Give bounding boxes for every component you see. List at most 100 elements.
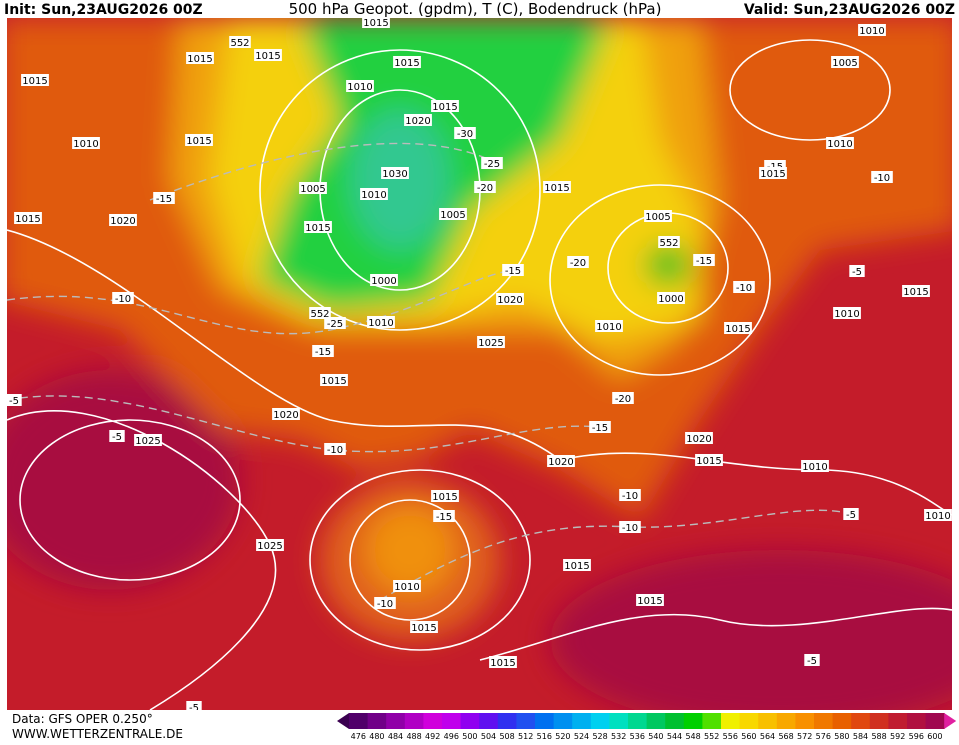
map-label: 1020 bbox=[110, 216, 135, 227]
map-label: 1010 bbox=[73, 139, 98, 150]
colorbar-label: 568 bbox=[778, 732, 793, 741]
colorbar-swatch bbox=[497, 713, 517, 729]
label-box bbox=[724, 322, 752, 334]
colorbar-swatch bbox=[609, 713, 629, 729]
map-label: -10 bbox=[377, 599, 393, 610]
map-label: 1015 bbox=[187, 54, 212, 65]
label-box bbox=[489, 656, 517, 668]
label-box bbox=[7, 394, 22, 406]
colorbar-swatch bbox=[404, 713, 424, 729]
colorbar-swatch bbox=[758, 713, 778, 729]
map-label: -5 bbox=[846, 510, 856, 521]
label-box bbox=[826, 137, 854, 149]
map-label: 1015 bbox=[432, 492, 457, 503]
label-box bbox=[134, 434, 162, 446]
map-label: 1010 bbox=[925, 511, 950, 522]
colorbar-swatch bbox=[665, 713, 685, 729]
colorbar-label: 504 bbox=[481, 732, 496, 741]
map-area: 1010 1005 1015 1015 1015 1015 1015 552 1010 1015 1… bbox=[7, 18, 952, 710]
map-label: 1025 bbox=[478, 338, 503, 349]
map-label: 552 bbox=[310, 309, 329, 320]
label-box bbox=[312, 345, 334, 357]
map-label: -10 bbox=[874, 173, 890, 184]
colorbar-label: 592 bbox=[890, 732, 905, 741]
label-box bbox=[304, 221, 332, 233]
map-label: 1005 bbox=[300, 184, 325, 195]
map-label: -15 bbox=[696, 256, 712, 267]
map-labels: 1010 1005 1015 1015 1015 1015 1015 552 1010 1015 1… bbox=[7, 18, 952, 710]
colorbar-label: 484 bbox=[388, 732, 403, 741]
colorbar-swatch bbox=[367, 713, 387, 729]
map-label: 1015 bbox=[305, 223, 330, 234]
map-label: 1015 bbox=[725, 324, 750, 335]
init-time: Init: Sun,23AUG2026 00Z bbox=[4, 2, 203, 18]
label-box bbox=[563, 559, 591, 571]
map-label: 1015 bbox=[363, 18, 388, 29]
colorbar: 476 480 484 488 492 496 500 504 508 512 516 520 524 5… bbox=[337, 713, 957, 741]
label-box bbox=[543, 181, 571, 193]
label-box bbox=[804, 654, 820, 666]
label-box bbox=[477, 336, 505, 348]
label-box bbox=[185, 134, 213, 146]
label-box bbox=[256, 539, 284, 551]
map-label: 1015 bbox=[394, 58, 419, 69]
colorbar-swatch bbox=[386, 713, 406, 729]
map-label: 1000 bbox=[371, 276, 396, 287]
label-box bbox=[309, 307, 331, 319]
label-box bbox=[924, 509, 952, 521]
map-label: -25 bbox=[327, 319, 343, 330]
colorbar-swatch bbox=[535, 713, 555, 729]
colorbar-swatch bbox=[553, 713, 573, 729]
map-label: 1025 bbox=[257, 541, 282, 552]
label-box bbox=[902, 285, 930, 297]
map-label: 1015 bbox=[186, 136, 211, 147]
map-label: -10 bbox=[115, 294, 131, 305]
map-label: 1020 bbox=[273, 410, 298, 421]
map-label: 1015 bbox=[411, 623, 436, 634]
colorbar-swatch bbox=[423, 713, 443, 729]
map-label: -15 bbox=[156, 194, 172, 205]
map-label: -20 bbox=[570, 258, 586, 269]
map-label: 1015 bbox=[760, 169, 785, 180]
map-label: 552 bbox=[659, 238, 678, 249]
label-box bbox=[567, 256, 589, 268]
map-label: 1010 bbox=[347, 82, 372, 93]
label-box bbox=[843, 508, 859, 520]
colorbar-label: 572 bbox=[797, 732, 812, 741]
colorbar-label: 480 bbox=[369, 732, 384, 741]
colorbar-swatch bbox=[832, 713, 852, 729]
map-label: 552 bbox=[230, 38, 249, 49]
map-label: 1005 bbox=[645, 212, 670, 223]
map-label: -15 bbox=[592, 423, 608, 434]
colorbar-label: 508 bbox=[499, 732, 514, 741]
label-box bbox=[112, 292, 134, 304]
website: WWW.WETTERZENTRALE.DE bbox=[12, 727, 183, 741]
label-box bbox=[658, 236, 680, 248]
label-box bbox=[362, 18, 390, 28]
label-box bbox=[431, 490, 459, 502]
label-box bbox=[801, 460, 829, 472]
map-label: -10 bbox=[327, 445, 343, 456]
map-label: -20 bbox=[477, 183, 493, 194]
label-box bbox=[272, 408, 300, 420]
colorbar-swatch bbox=[590, 713, 610, 729]
colorbar-label: 552 bbox=[704, 732, 719, 741]
colorbar-label: 560 bbox=[741, 732, 756, 741]
map-label: 1010 bbox=[859, 26, 884, 37]
label-box bbox=[858, 24, 886, 36]
label-box bbox=[374, 597, 396, 609]
map-label: -10 bbox=[622, 523, 638, 534]
label-box bbox=[636, 594, 664, 606]
label-box bbox=[547, 455, 575, 467]
label-box bbox=[186, 701, 202, 710]
map-label: 1015 bbox=[15, 214, 40, 225]
map-label: -30 bbox=[457, 129, 473, 140]
label-box bbox=[186, 52, 214, 64]
map-label: -5 bbox=[112, 432, 122, 443]
colorbar-label: 528 bbox=[592, 732, 607, 741]
label-box bbox=[644, 210, 672, 222]
chart-title: 500 hPa Geopot. (gpdm), T (C), Bodendruc… bbox=[289, 0, 662, 18]
label-box bbox=[370, 274, 398, 286]
valid-time: Valid: Sun,23AUG2026 00Z bbox=[744, 2, 955, 18]
